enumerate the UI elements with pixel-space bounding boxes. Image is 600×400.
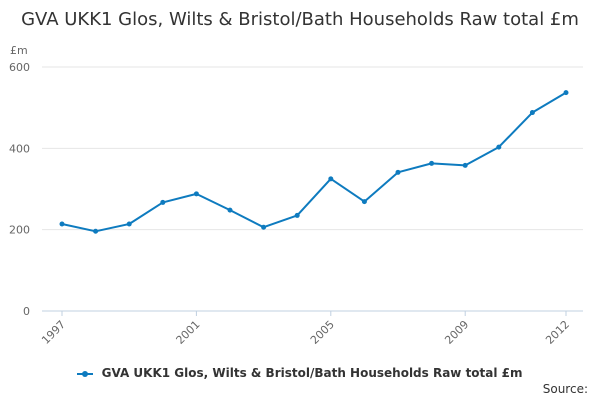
data-point-2004[interactable] — [294, 212, 300, 218]
data-point-1998[interactable] — [93, 228, 99, 234]
series-line-group — [59, 90, 569, 234]
data-point-1997[interactable] — [59, 221, 65, 227]
data-point-2002[interactable] — [227, 207, 233, 213]
y-tick-label: 0 — [23, 305, 30, 318]
data-point-2009[interactable] — [462, 162, 468, 168]
data-point-2010[interactable] — [496, 144, 502, 150]
y-tick-label: 600 — [9, 61, 30, 74]
data-point-2005[interactable] — [328, 176, 334, 182]
y-tick-label: 200 — [9, 224, 30, 237]
data-point-2006[interactable] — [361, 199, 367, 205]
data-point-2003[interactable] — [261, 224, 267, 230]
data-point-2011[interactable] — [529, 110, 535, 116]
y-axis-unit-label: £m — [10, 44, 28, 57]
x-tick-label: 2012 — [543, 318, 572, 347]
y-tick-label: 400 — [9, 142, 30, 155]
x-tick-label: 2001 — [174, 318, 203, 347]
x-tick-label: 1997 — [39, 318, 68, 347]
series-line — [61, 91, 567, 233]
chart-title: GVA UKK1 Glos, Wilts & Bristol/Bath Hous… — [21, 9, 579, 30]
x-tick-label: 2005 — [308, 318, 337, 347]
data-point-2001[interactable] — [193, 191, 199, 197]
data-point-2012[interactable] — [563, 90, 569, 96]
source-label: Source: — [542, 382, 588, 396]
axes: 0 200 400 600 1997 2001 2005 2009 2012 — [9, 61, 583, 347]
legend-label: GVA UKK1 Glos, Wilts & Bristol/Bath Hous… — [101, 366, 523, 380]
data-point-2000[interactable] — [160, 199, 166, 205]
legend[interactable]: GVA UKK1 Glos, Wilts & Bristol/Bath Hous… — [0, 366, 600, 380]
data-point-1999[interactable] — [126, 221, 132, 227]
x-tick-label: 2009 — [442, 318, 471, 347]
legend-line-icon — [77, 369, 94, 379]
data-point-2008[interactable] — [429, 160, 435, 166]
data-point-2007[interactable] — [395, 169, 401, 175]
gridlines — [42, 66, 583, 231]
